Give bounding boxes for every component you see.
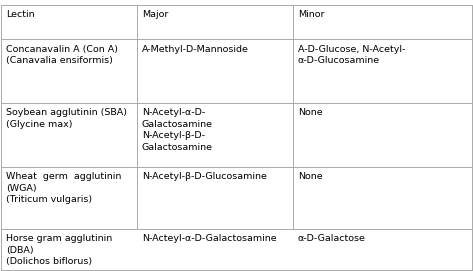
Text: Wheat  germ  agglutinin
(WGA)
(Triticum vulgaris): Wheat germ agglutinin (WGA) (Triticum vu… xyxy=(6,172,122,204)
Text: Soybean agglutinin (SBA)
(Glycine max): Soybean agglutinin (SBA) (Glycine max) xyxy=(6,108,127,129)
Text: A-D-Glucose, N-Acetyl-
α-D-Glucosamine: A-D-Glucose, N-Acetyl- α-D-Glucosamine xyxy=(298,45,405,65)
Text: α-D-Galactose: α-D-Galactose xyxy=(298,234,366,243)
Text: N-Acetyl-β-D-Glucosamine: N-Acetyl-β-D-Glucosamine xyxy=(142,172,267,181)
Text: A-Methyl-D-Mannoside: A-Methyl-D-Mannoside xyxy=(142,45,249,54)
Text: None: None xyxy=(298,108,323,117)
Text: N-Acteyl-α-D-Galactosamine: N-Acteyl-α-D-Galactosamine xyxy=(142,234,277,243)
Text: None: None xyxy=(298,172,323,181)
Text: Lectin: Lectin xyxy=(6,10,35,19)
Text: Concanavalin A (Con A)
(Canavalia ensiformis): Concanavalin A (Con A) (Canavalia ensifo… xyxy=(6,45,118,65)
Text: Horse gram agglutinin
(DBA)
(Dolichos biflorus): Horse gram agglutinin (DBA) (Dolichos bi… xyxy=(6,234,113,266)
Text: Minor: Minor xyxy=(298,10,324,19)
Text: Major: Major xyxy=(142,10,168,19)
Text: N-Acetyl-α-D-
Galactosamine
N-Acetyl-β-D-
Galactosamine: N-Acetyl-α-D- Galactosamine N-Acetyl-β-D… xyxy=(142,108,213,152)
